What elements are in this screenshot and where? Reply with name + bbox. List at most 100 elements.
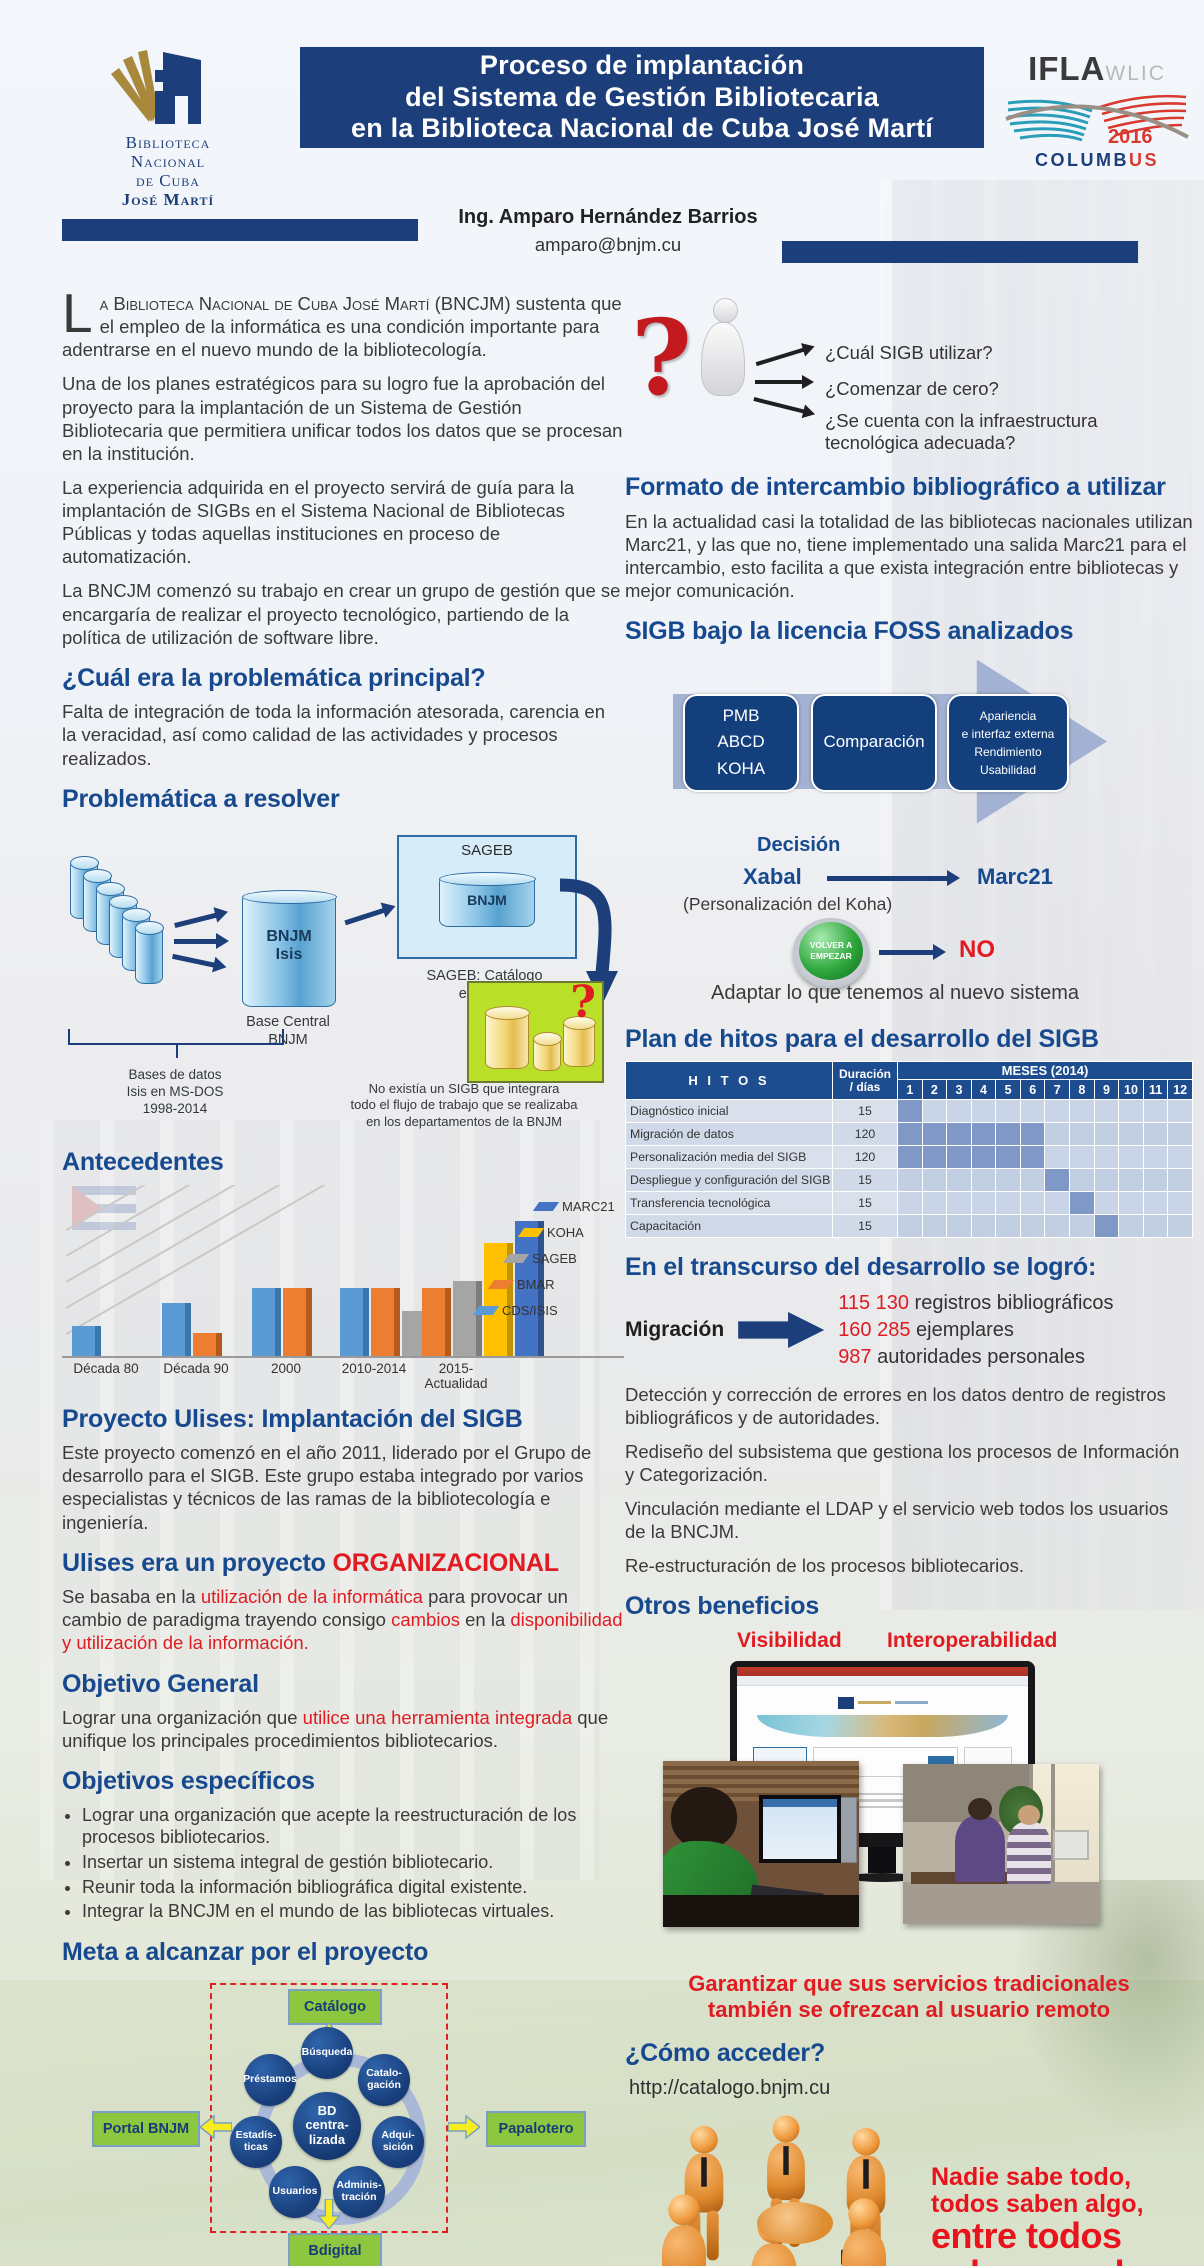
gantt-cell (921, 1191, 948, 1215)
chart-category-labels: Década 80 Década 90 2000 2010-2014 2015- Act… (62, 1358, 624, 1392)
migracion-stats: 115 130 registros bibliográficos 160 285… (838, 1290, 1113, 1371)
gantt-cell (921, 1099, 948, 1123)
sageb-title: SAGEB (461, 842, 513, 860)
ifla-waves-icon: 2016 (1005, 94, 1189, 148)
gantt-month: 5 (995, 1079, 1021, 1100)
gantt-cell-filled (995, 1122, 1021, 1146)
gantt-cell (1167, 1145, 1193, 1169)
heading-foss: SIGB bajo la licencia FOSS analizados (625, 617, 1074, 645)
gantt-cell (1118, 1168, 1144, 1192)
opac-banner-wave (757, 1714, 1008, 1737)
author-email: amparo@bnjm.cu (534, 234, 682, 255)
decision-note: (Personalización del Koha) (683, 893, 893, 914)
chart-bar-bmar (193, 1332, 222, 1356)
gantt-cell (1069, 1168, 1095, 1192)
gantt-cell (1118, 1191, 1144, 1215)
gantt-cell-filled (921, 1122, 948, 1146)
ifla-city-accent: US (1128, 150, 1159, 170)
chart-gridline (65, 1184, 353, 1257)
gantt-cell-filled (897, 1099, 923, 1123)
initial-questions: ? ¿Cuál SIGB utilizar? ¿Comenzar de cero… (625, 292, 1193, 458)
chart-group (162, 1302, 222, 1356)
chart-bar-cds-isis (252, 1287, 281, 1356)
meta-node-usuarios: Usuarios (269, 2165, 321, 2218)
chart-category-label: Década 90 (163, 1360, 229, 1376)
gantt-cell (1069, 1122, 1095, 1146)
heading-proyecto-ulises: Proyecto Ulises: Implantación del SIGB (62, 1404, 523, 1433)
gantt-cell-filled (1093, 1214, 1120, 1238)
photo-librarian-workstation (663, 1760, 859, 1927)
arrow-icon (755, 345, 811, 367)
objetivo-item: Insertar un sistema integral de gestión … (82, 1851, 624, 1874)
chart-group (340, 1287, 431, 1356)
output-catalogo: Catálogo (288, 1988, 382, 2025)
antecedentes-chart: CDS/ISIS BMAR SAGEB KOHA MARC21 Década 80 Déc… (62, 1184, 624, 1392)
no-sigb-box: ? (467, 977, 604, 1084)
arrow-icon (755, 374, 814, 389)
logo-line2: Nacional (130, 152, 206, 172)
adaptar-text: Adaptar lo que tenemos al nuevo sistema (711, 981, 1079, 1004)
intro-paragraph-3: La experiencia adquirida en el proyecto … (62, 476, 575, 568)
gantt-cell (1093, 1122, 1120, 1146)
chart-category-label: 2015- Actualidad (424, 1360, 488, 1392)
gantt-cell (1167, 1214, 1193, 1238)
output-bdigital: Bdigital (288, 2232, 382, 2266)
gantt-cell (1044, 1099, 1071, 1123)
gantt-cell (1069, 1214, 1095, 1238)
catalog-url-link[interactable]: http://catalogo.bnjm.cu (629, 2077, 831, 2100)
gantt-month: 12 (1167, 1079, 1193, 1100)
gantt-cell (1118, 1099, 1144, 1123)
gantt-cell (1142, 1145, 1169, 1169)
gantt-month: 3 (946, 1079, 972, 1100)
quote-line1: Nadie sabe todo, (931, 2163, 1132, 2192)
arrow-icon (879, 943, 946, 960)
gantt-cell (1142, 1214, 1169, 1238)
volver-a-empezar-button[interactable]: VOLVER A EMPEZAR (793, 917, 869, 988)
yellow-arrow-right-icon (448, 2114, 480, 2140)
migracion-label: Migración (625, 1318, 725, 1341)
gantt-cell (970, 1214, 997, 1238)
database-cylinder-icon (134, 921, 164, 985)
opac-text-lines (759, 1792, 1006, 1809)
decision-marc21: Marc21 (977, 863, 1053, 889)
gantt-month: 6 (1019, 1079, 1046, 1100)
garantizar-text: Garantizar que sus servicios tradicional… (688, 1970, 1130, 2023)
problematica-principal-text: Falta de integración de toda la informac… (62, 701, 606, 769)
logo-line1: Biblioteca (125, 133, 211, 152)
interoperabilidad-label: Interoperabilidad (887, 1628, 1058, 1652)
gantt-month: 8 (1069, 1079, 1095, 1100)
gantt-cell-filled (946, 1122, 972, 1146)
ifla-city: COLUMBUS (1000, 150, 1194, 171)
gantt-hito: Capacitación (625, 1214, 833, 1238)
heading-antecedentes: Antecedentes (62, 1148, 224, 1177)
stat-registros: 115 130 registros bibliográficos (838, 1291, 1114, 1314)
foss-box-criterios: Apariencia e interfaz externa Rendimient… (947, 693, 1069, 792)
decision-no: NO (959, 935, 995, 963)
ulises-heading-accent: ORGANIZACIONAL (332, 1548, 560, 1577)
gantt-cell-filled (946, 1145, 972, 1169)
ifla-wlic: WLIC (1105, 62, 1166, 85)
yellow-cylinder-icon (484, 1006, 530, 1070)
browser-bar (737, 1666, 1028, 1676)
gantt-cell (897, 1191, 923, 1215)
question-1: ¿Cuál SIGB utilizar? (825, 342, 993, 363)
central-database-cylinder-icon: BNJM Isis (241, 890, 337, 1008)
yellow-cylinder-icon (562, 1016, 596, 1068)
gantt-row: Personalización media del SIGB 120 (625, 1145, 1193, 1169)
ifla-year: 2016 (1108, 126, 1153, 147)
gantt-month: 7 (1044, 1079, 1071, 1100)
big-question-mark-icon: ? (631, 296, 692, 419)
ifla-city-main: COLUMB (1034, 150, 1129, 170)
meta-diagram: Catálogo Papalotero Portal BNJM Bdigital… (62, 1975, 624, 2266)
gantt-dias: 15 (832, 1168, 898, 1192)
logro-paragraph-1: Detección y corrección de errores en los… (625, 1383, 1166, 1428)
gantt-cell-filled (1069, 1191, 1095, 1215)
search-button (928, 1755, 954, 1767)
gantt-cell (995, 1168, 1021, 1192)
intro-paragraph-2: Una de los planes estratégicos para su l… (62, 373, 623, 464)
objetivo-item: Reunir toda la información bibliográfica… (82, 1876, 624, 1899)
bracket-icon (68, 1029, 284, 1059)
question-2: ¿Comenzar de cero? (825, 378, 999, 399)
